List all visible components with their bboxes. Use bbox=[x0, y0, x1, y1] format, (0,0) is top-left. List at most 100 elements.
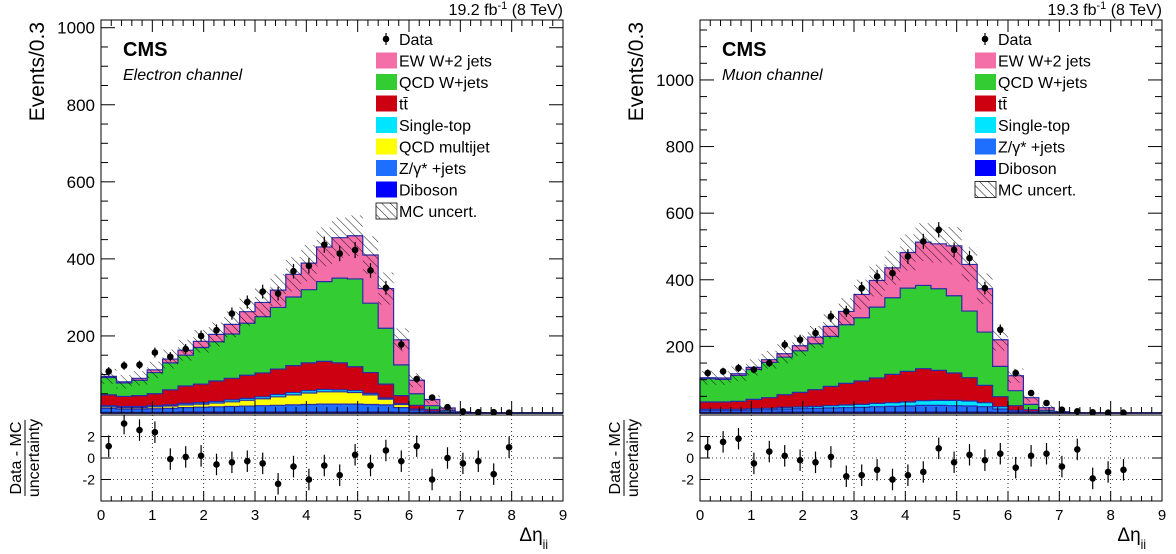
data-point bbox=[719, 368, 727, 375]
data-point bbox=[321, 241, 328, 248]
ratio-point bbox=[228, 459, 236, 466]
ratio-point bbox=[935, 445, 942, 452]
mc-uncertainty-band bbox=[362, 236, 379, 274]
data-point bbox=[444, 403, 451, 411]
data-point bbox=[796, 336, 804, 344]
energy-label: (8 TeV) bbox=[1106, 2, 1162, 19]
y-tick-label: 1000 bbox=[57, 19, 95, 38]
ratio-point bbox=[858, 471, 865, 479]
y-tick-label: 1000 bbox=[656, 71, 694, 90]
main-frame bbox=[699, 19, 1163, 414]
legend-label-qcd: QCD W+jets bbox=[399, 75, 488, 92]
ratio-point bbox=[812, 459, 819, 466]
data-point bbox=[1027, 389, 1035, 397]
ratio-point bbox=[351, 451, 359, 459]
x-axis-title-sub: jj bbox=[1140, 537, 1146, 549]
ratio-y-title-bottom: uncertainty bbox=[26, 419, 43, 497]
data-point bbox=[735, 364, 742, 372]
ratio-point bbox=[889, 476, 896, 483]
x-tick-label: 0 bbox=[696, 507, 704, 524]
mc-uncertainty-band bbox=[700, 370, 716, 385]
ratio-point bbox=[505, 443, 513, 451]
data-point bbox=[413, 375, 421, 383]
data-point bbox=[305, 262, 313, 270]
data-point bbox=[904, 253, 912, 260]
ratio-point bbox=[1012, 464, 1019, 471]
y-tick-label: 600 bbox=[666, 204, 694, 223]
legend-swatch-uncertainty bbox=[375, 202, 398, 220]
legend-swatch-zjets bbox=[975, 138, 996, 155]
ratio-y-tick-label: 2 bbox=[87, 429, 95, 445]
ratio-point bbox=[920, 468, 927, 476]
data-point bbox=[136, 361, 143, 369]
ratio-point bbox=[167, 455, 174, 463]
x-tick-label: 0 bbox=[97, 507, 105, 524]
mc-uncertainty-band bbox=[239, 297, 255, 326]
mc-uncertainty-band bbox=[347, 215, 363, 257]
mc-uncertainty-band bbox=[730, 366, 747, 382]
data-point bbox=[259, 288, 267, 295]
data-point bbox=[1043, 399, 1050, 407]
ratio-point bbox=[336, 471, 344, 479]
ratio-point bbox=[781, 452, 788, 460]
ratio-point bbox=[1120, 466, 1127, 474]
ratio-point bbox=[1058, 463, 1066, 470]
data-point bbox=[151, 349, 159, 356]
data-point bbox=[182, 345, 189, 353]
legend-swatch-zjets bbox=[376, 160, 397, 176]
ratio-point bbox=[290, 463, 297, 470]
ratio-point bbox=[413, 442, 421, 450]
mc-uncertainty-band bbox=[1023, 393, 1039, 402]
data-point bbox=[367, 267, 374, 274]
ratio-point bbox=[151, 428, 159, 436]
data-point bbox=[398, 341, 405, 348]
ratio-y-title-top: Data - MC bbox=[8, 422, 25, 495]
x-tick-label: 5 bbox=[952, 507, 960, 524]
y-axis-title: Events/0.3 bbox=[625, 22, 648, 121]
ratio-point bbox=[305, 476, 313, 483]
luminosity-label: 19.3 fb-1 (8 TeV) bbox=[1048, 0, 1162, 19]
mc-uncertainty-band bbox=[931, 225, 947, 263]
ratio-point bbox=[904, 471, 912, 479]
legend-swatch-uncertainty bbox=[974, 181, 997, 198]
x-tick-label: 2 bbox=[798, 507, 806, 524]
data-point bbox=[889, 269, 896, 277]
legend-label-singletop: Single-top bbox=[998, 118, 1070, 135]
y-tick-label: 600 bbox=[67, 173, 95, 192]
ratio-point bbox=[428, 476, 436, 483]
ratio-point bbox=[981, 456, 989, 464]
legend-label-zjets: Z/γ* +jets bbox=[399, 161, 466, 178]
x-axis-title: Δηjj bbox=[1117, 525, 1146, 549]
data-point bbox=[966, 254, 973, 262]
legend-swatch-diboson bbox=[975, 160, 996, 176]
ratio-y-axis-title: Data - MC uncertainty bbox=[8, 419, 43, 497]
data-point bbox=[244, 298, 251, 306]
ratio-y-tick-label: 2 bbox=[686, 429, 694, 445]
data-point bbox=[1089, 409, 1096, 416]
y-tick-label: 400 bbox=[67, 250, 95, 269]
channel-label: Muon channel bbox=[722, 67, 823, 84]
ratio-point bbox=[766, 448, 773, 455]
x-tick-label: 7 bbox=[1055, 507, 1063, 524]
legend-data-marker bbox=[382, 35, 390, 43]
ratio-point bbox=[827, 453, 835, 461]
mc-uncertainty-band bbox=[101, 368, 117, 384]
mc-uncertainty-band bbox=[992, 328, 1008, 351]
data-point bbox=[290, 267, 297, 275]
ratio-point bbox=[136, 426, 143, 434]
data-point bbox=[873, 273, 881, 280]
data-point bbox=[213, 326, 220, 334]
mc-uncertainty-band bbox=[255, 287, 271, 318]
x-tick-label: 1 bbox=[148, 507, 156, 524]
x-tick-label: 9 bbox=[1158, 507, 1166, 524]
mc-uncertainty-band bbox=[715, 371, 731, 385]
ratio-point bbox=[274, 480, 282, 488]
x-tick-label: 1 bbox=[747, 507, 755, 524]
x-axis-title-main: Δη bbox=[1117, 525, 1140, 546]
x-tick-label: 6 bbox=[1004, 507, 1012, 524]
y-tick-label: 400 bbox=[666, 271, 694, 290]
data-point bbox=[382, 284, 390, 292]
y-tick-label: 200 bbox=[666, 337, 694, 356]
legend-swatch-singletop bbox=[975, 117, 996, 133]
